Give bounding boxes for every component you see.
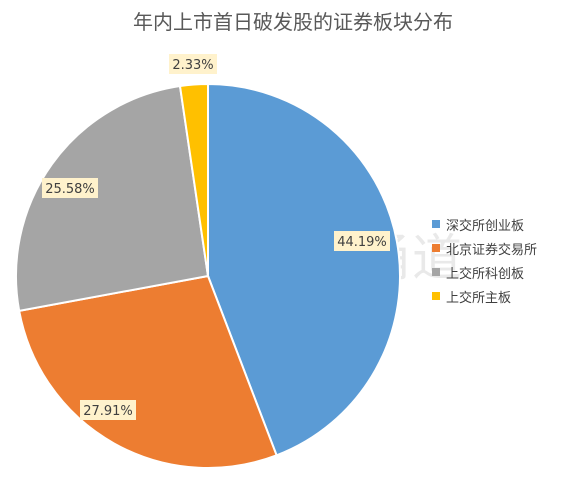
data-label-text: 27.91% xyxy=(83,404,133,419)
legend-item: 深交所创业板 xyxy=(432,212,537,236)
data-label: 25.58% xyxy=(42,178,98,198)
data-label-text: 2.33% xyxy=(172,58,213,73)
data-label: 2.33% xyxy=(169,54,217,74)
legend-item: 北京证券交易所 xyxy=(432,236,537,260)
data-label: 44.19% xyxy=(334,231,390,251)
legend-item: 上交所科创板 xyxy=(432,260,537,284)
legend-swatch xyxy=(432,292,440,300)
legend-item: 上交所主板 xyxy=(432,284,537,308)
pie-slice xyxy=(14,84,210,313)
chart-legend: 深交所创业板 北京证券交易所 上交所科创板 上交所主板 xyxy=(432,212,537,308)
data-label-box xyxy=(334,231,390,251)
legend-swatch xyxy=(432,220,440,228)
pie-slice xyxy=(207,82,401,457)
data-label-text: 44.19% xyxy=(337,235,387,250)
data-label-text: 25.58% xyxy=(45,182,95,197)
legend-label: 上交所科创板 xyxy=(446,266,525,282)
legend-label: 深交所创业板 xyxy=(446,218,525,234)
data-label-box xyxy=(169,54,217,74)
data-label-box xyxy=(80,400,136,420)
legend-label: 北京证券交易所 xyxy=(446,242,538,258)
data-label: 27.91% xyxy=(80,400,136,420)
legend-label: 上交所主板 xyxy=(446,290,512,306)
pie-slice xyxy=(178,82,209,277)
data-label-box xyxy=(42,178,98,198)
legend-swatch xyxy=(432,244,440,252)
legend-swatch xyxy=(432,268,440,276)
chart-title: 年内上市首日破发股的证券板块分布 xyxy=(133,10,453,34)
